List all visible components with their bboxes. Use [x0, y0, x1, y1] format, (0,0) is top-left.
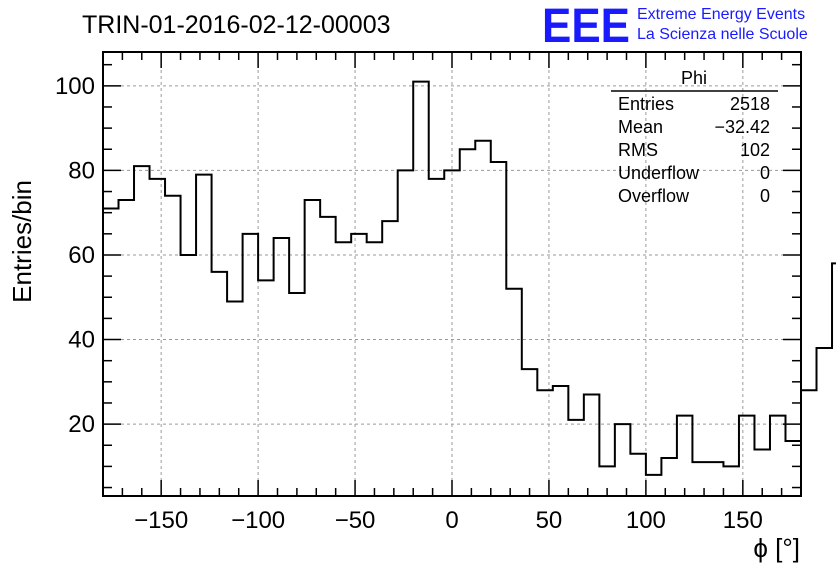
stats-label: RMS	[618, 140, 658, 160]
x-tick-label: −150	[134, 507, 188, 534]
stats-label: Mean	[618, 117, 663, 137]
logo-line-2: La Scienza nelle Scuole	[637, 26, 808, 43]
stats-value: −32.42	[714, 117, 770, 137]
x-axis-label: ϕ [°]	[753, 533, 800, 563]
x-tick-label: 50	[536, 507, 563, 534]
histogram-line	[103, 80, 836, 476]
y-axis-label: Entries/bin	[7, 180, 37, 303]
x-tick-label: 0	[445, 507, 458, 534]
stats-label: Underflow	[618, 163, 700, 183]
axis-ticks	[103, 52, 802, 496]
y-tick-label: 60	[68, 242, 95, 269]
logo-mark: EEE	[542, 0, 630, 53]
stats-value: 2518	[730, 94, 770, 114]
x-tick-label: 150	[723, 507, 763, 534]
x-tick-label: −50	[335, 507, 376, 534]
logo-line-1: Extreme Energy Events	[637, 6, 805, 23]
y-tick-label: 20	[68, 411, 95, 438]
x-tick-labels: −150 −100 −50 0 50 100 150	[134, 507, 763, 534]
stats-label: Entries	[618, 94, 674, 114]
stats-title: Phi	[681, 68, 707, 88]
eee-logo: EEE Extreme Energy Events La Scienza nel…	[542, 0, 808, 53]
grid-lines	[103, 52, 801, 496]
y-tick-labels: 20 40 60 80 100	[55, 73, 95, 438]
stats-box: Phi Entries 2518 Mean −32.42 RMS 102 Underflow…	[611, 68, 778, 206]
x-tick-label: 100	[626, 507, 666, 534]
chart-title: TRIN-01-2016-02-12-00003	[82, 11, 391, 39]
x-tick-label: −100	[231, 507, 285, 534]
y-tick-label: 100	[55, 73, 95, 100]
stats-label: Overflow	[618, 186, 690, 206]
stats-value: 0	[760, 186, 770, 206]
stats-value: 102	[740, 140, 770, 160]
y-tick-label: 80	[68, 157, 95, 184]
stats-value: 0	[760, 163, 770, 183]
y-tick-label: 40	[68, 327, 95, 354]
